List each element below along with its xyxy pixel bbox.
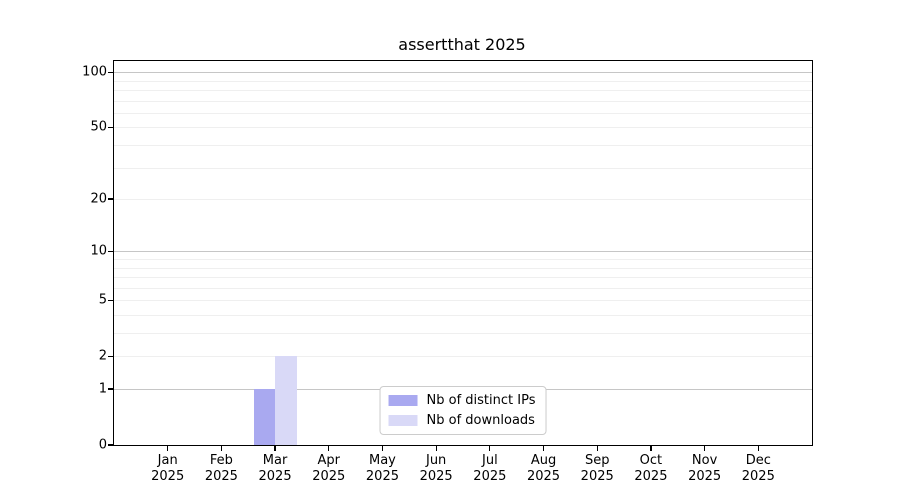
- legend-label: Nb of downloads: [426, 413, 535, 428]
- legend-swatch-icon: [388, 395, 418, 406]
- y-tick-mark: [108, 198, 113, 200]
- x-tick-label: Jul 2025: [473, 453, 506, 485]
- x-tick-month: Jun: [425, 453, 447, 468]
- x-tick-month: Sep: [584, 453, 610, 468]
- y-gridline: [114, 72, 812, 74]
- y-tick-mark: [108, 444, 113, 446]
- x-tick-mark: [542, 446, 545, 451]
- y-tick-label: 20: [90, 191, 107, 207]
- x-tick-mark: [596, 446, 598, 451]
- x-tick-label: May 2025: [366, 453, 399, 485]
- y-tick-label: 10: [90, 243, 107, 259]
- x-tick-month: Jul: [482, 453, 498, 468]
- x-tick-label: Feb 2025: [205, 453, 238, 485]
- x-tick-month: Feb: [209, 453, 233, 468]
- y-tick-label: 2: [98, 348, 107, 364]
- y-gridline: [114, 251, 812, 253]
- x-tick-mark: [328, 446, 330, 451]
- y-tick-label: 0: [98, 437, 107, 453]
- y-gridline: [114, 267, 812, 269]
- x-tick-month: May: [369, 453, 396, 468]
- x-tick-year: 2025: [312, 469, 346, 484]
- x-tick-label: Dec 2025: [742, 453, 775, 485]
- x-tick-mark: [274, 446, 276, 451]
- x-tick-month: Mar: [262, 453, 288, 468]
- y-tick-mark: [108, 250, 113, 252]
- x-tick-mark: [650, 446, 652, 451]
- y-gridline: [114, 333, 812, 334]
- x-tick-label: Nov 2025: [688, 453, 721, 485]
- x-tick-mark: [704, 446, 706, 451]
- x-tick-month: Dec: [745, 453, 771, 468]
- bar-downloads: [275, 356, 297, 445]
- y-tick-mark: [108, 388, 113, 390]
- x-tick-month: Jan: [157, 453, 178, 468]
- x-tick-label: Jan 2025: [151, 453, 184, 485]
- y-gridline: [114, 258, 812, 260]
- x-tick-year: 2025: [258, 469, 292, 484]
- legend-label: Nb of distinct IPs: [426, 393, 536, 408]
- x-tick-year: 2025: [634, 469, 668, 484]
- x-tick-year: 2025: [473, 469, 507, 484]
- x-tick-mark: [435, 446, 437, 451]
- y-tick-label: 1: [98, 381, 107, 397]
- x-tick-mark: [489, 446, 491, 451]
- plot-area: 0 1 2 5 10 20 50 100 Jan 2025 Feb 2025 Mar 2025 Apr 202…: [82, 60, 813, 484]
- x-tick-mark: [167, 446, 169, 451]
- y-gridline: [114, 314, 812, 316]
- x-tick-year: 2025: [741, 469, 775, 484]
- x-tick-label: Mar 2025: [259, 453, 292, 485]
- y-gridline: [114, 300, 812, 302]
- x-tick-mark: [381, 446, 384, 451]
- x-tick-year: 2025: [204, 469, 238, 484]
- x-tick-month: Apr: [317, 453, 341, 468]
- y-gridline: [114, 356, 812, 358]
- y-tick-mark: [108, 71, 113, 73]
- bar-distinct-ips: [253, 389, 276, 445]
- y-tick-mark: [108, 299, 113, 301]
- y-tick-label: 100: [82, 64, 107, 80]
- y-gridline: [114, 112, 812, 114]
- x-tick-year: 2025: [419, 469, 453, 484]
- x-tick-month: Nov: [691, 453, 718, 468]
- x-tick-year: 2025: [526, 469, 561, 484]
- y-gridline: [114, 80, 812, 82]
- x-tick-year: 2025: [580, 469, 614, 484]
- y-gridline: [114, 100, 812, 102]
- y-gridline: [114, 199, 812, 201]
- y-gridline: [114, 287, 812, 289]
- y-tick-mark: [108, 126, 113, 128]
- x-tick-month: Aug: [530, 453, 557, 468]
- legend-entry: Nb of distinct IPs: [388, 393, 536, 408]
- y-gridline: [114, 145, 812, 146]
- y-tick-label: 50: [90, 119, 107, 135]
- x-tick-label: Oct 2025: [634, 453, 667, 485]
- x-tick-label: Sep 2025: [581, 453, 614, 485]
- x-tick-year: 2025: [688, 469, 722, 484]
- legend: Nb of distinct IPs Nb of downloads: [379, 386, 547, 435]
- x-tick-month: Oct: [639, 453, 663, 468]
- y-tick-label: 5: [98, 292, 107, 308]
- legend-swatch-icon: [388, 415, 418, 426]
- y-gridline: [114, 127, 812, 129]
- x-tick-label: Apr 2025: [312, 453, 345, 485]
- y-gridline: [114, 277, 812, 279]
- x-tick-label: Jun 2025: [420, 453, 453, 485]
- x-tick-mark: [220, 446, 222, 451]
- x-tick-mark: [757, 446, 759, 451]
- x-tick-year: 2025: [151, 469, 185, 484]
- x-tick-label: Aug 2025: [527, 453, 560, 485]
- legend-entry: Nb of downloads: [388, 413, 536, 428]
- chart-title: assertthat 2025: [398, 35, 526, 54]
- y-tick-mark: [108, 355, 113, 357]
- y-gridline: [114, 90, 812, 91]
- y-gridline: [114, 167, 812, 169]
- x-tick-year: 2025: [365, 469, 399, 484]
